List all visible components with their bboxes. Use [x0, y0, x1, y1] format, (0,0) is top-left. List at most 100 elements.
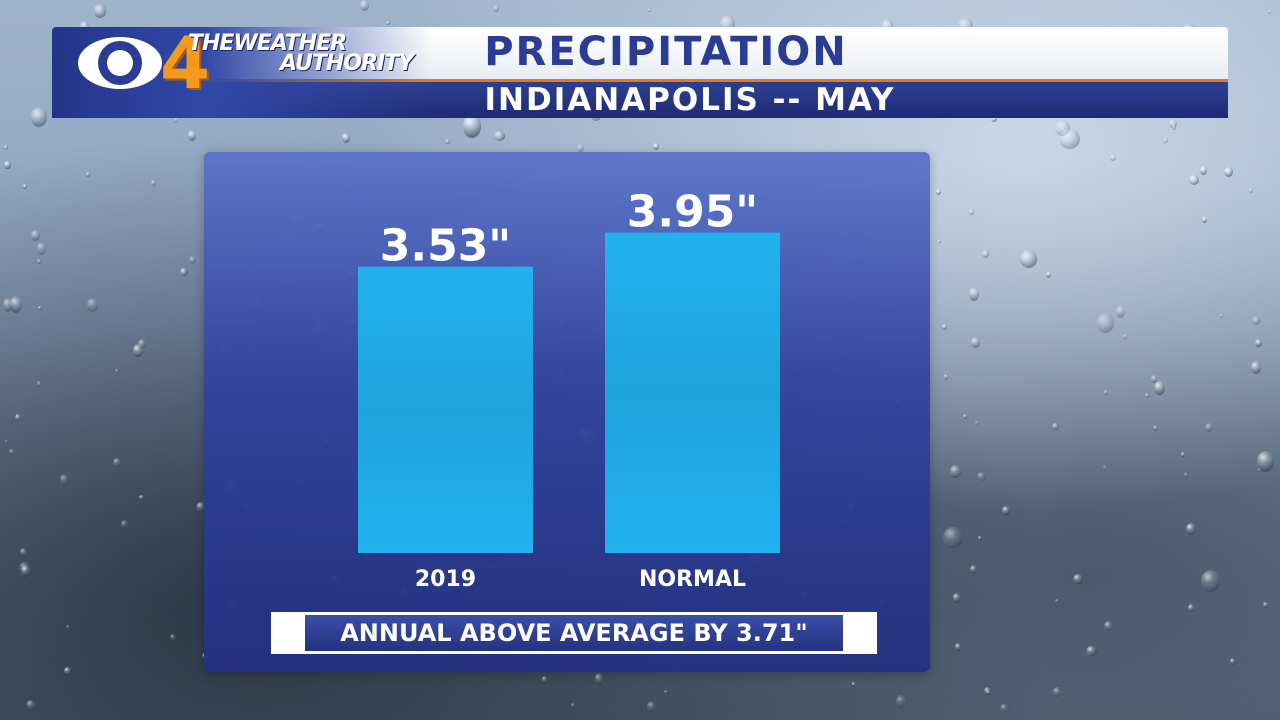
- raindrop: [1250, 360, 1262, 375]
- raindrop: [114, 368, 119, 374]
- raindrop: [133, 344, 143, 358]
- raindrop: [984, 687, 992, 696]
- raindrop: [3, 297, 14, 312]
- raindrop: [59, 474, 69, 486]
- raindrop: [1249, 187, 1254, 194]
- raindrop: [444, 139, 450, 145]
- bar-2019: [358, 266, 533, 553]
- raindrop: [978, 535, 982, 540]
- raindrop: [179, 268, 188, 277]
- raindrop: [1202, 216, 1208, 223]
- raindrop: [985, 690, 991, 696]
- footer-note: ANNUAL ABOVE AVERAGE BY 3.71": [271, 612, 877, 654]
- raindrop: [1163, 137, 1169, 144]
- raindrop: [981, 249, 989, 258]
- raindrop: [1097, 313, 1114, 333]
- bar-chart: 3.53" 2019 3.95" NORMAL: [358, 187, 780, 592]
- raindrop: [26, 699, 37, 710]
- raindrop: [342, 133, 351, 143]
- raindrop: [1183, 472, 1188, 478]
- raindrop: [1085, 645, 1097, 657]
- raindrop: [664, 690, 668, 694]
- raindrop: [37, 258, 42, 264]
- raindrop: [969, 286, 980, 301]
- brand-line1: THEWEATHER: [188, 31, 347, 56]
- raindrop: [30, 229, 40, 241]
- raindrop: [1219, 313, 1224, 318]
- raindrop: [594, 673, 603, 685]
- raindrop: [647, 8, 652, 13]
- raindrop: [1201, 569, 1221, 592]
- raindrop: [1103, 464, 1108, 470]
- raindrop: [1001, 506, 1010, 516]
- raindrop: [950, 464, 962, 479]
- raindrop: [19, 562, 31, 574]
- raindrop: [86, 172, 91, 177]
- category-label: 2019: [415, 567, 476, 592]
- raindrop: [646, 701, 657, 712]
- raindrop: [1051, 422, 1059, 431]
- raindrop: [976, 471, 987, 482]
- bar-value-label: 3.95": [627, 187, 758, 238]
- raindrop: [493, 5, 499, 12]
- raindrop: [1172, 125, 1177, 131]
- raindrop: [1255, 339, 1263, 347]
- raindrop: [169, 634, 176, 642]
- raindrop: [963, 413, 968, 419]
- raindrop: [87, 297, 98, 312]
- page-subtitle: INDIANAPOLIS -- MAY: [484, 82, 896, 118]
- raindrop: [1109, 153, 1116, 162]
- raindrop: [386, 20, 390, 25]
- raindrop: [1185, 522, 1197, 536]
- raindrop: [36, 381, 41, 387]
- raindrop: [121, 520, 128, 529]
- raindrop: [936, 189, 941, 196]
- raindrop: [1257, 467, 1262, 472]
- raindrop: [138, 339, 147, 349]
- raindrop: [9, 449, 15, 455]
- raindrop: [94, 3, 106, 18]
- raindrop: [1122, 334, 1128, 340]
- raindrop: [1223, 166, 1233, 177]
- raindrop: [1104, 620, 1113, 632]
- raindrop: [971, 337, 980, 349]
- raindrop: [4, 439, 8, 444]
- graphic-header: 4 THEWEATHER AUTHORITY PRECIPITATION IND…: [52, 21, 1228, 118]
- raindrop: [63, 666, 72, 675]
- raindrop: [1000, 703, 1009, 713]
- bar-normal: [605, 232, 780, 553]
- raindrop: [938, 239, 942, 244]
- raindrop: [20, 565, 30, 577]
- page-title: PRECIPITATION: [484, 29, 848, 75]
- raindrop: [954, 643, 961, 651]
- raindrop: [968, 208, 975, 215]
- raindrop: [188, 255, 196, 264]
- raindrop: [943, 527, 963, 548]
- cbs-eye-icon: [78, 37, 162, 89]
- raindrop: [896, 695, 907, 709]
- raindrop: [577, 144, 585, 152]
- raindrop: [1152, 425, 1158, 431]
- raindrop: [1153, 381, 1165, 395]
- raindrop: [1053, 687, 1061, 698]
- raindrop: [36, 241, 47, 256]
- raindrop: [1181, 452, 1186, 457]
- raindrop: [941, 323, 948, 330]
- raindrop: [571, 702, 576, 709]
- raindrop: [1200, 165, 1207, 176]
- chart-panel: 3.53" 2019 3.95" NORMAL: [204, 152, 930, 672]
- raindrop: [1054, 119, 1070, 136]
- footer-note-text: ANNUAL ABOVE AVERAGE BY 3.71": [305, 615, 843, 651]
- station-number: 4: [160, 21, 210, 105]
- raindrop: [14, 413, 21, 421]
- raindrop: [9, 295, 23, 313]
- raindrop: [494, 130, 505, 142]
- raindrop: [974, 421, 978, 425]
- raindrop: [1229, 658, 1235, 665]
- raindrop: [1251, 316, 1261, 326]
- category-label: NORMAL: [639, 567, 746, 592]
- raindrop: [112, 457, 121, 468]
- raindrop: [1059, 128, 1080, 150]
- brand-line2: AUTHORITY: [280, 51, 414, 76]
- raindrop: [151, 180, 157, 186]
